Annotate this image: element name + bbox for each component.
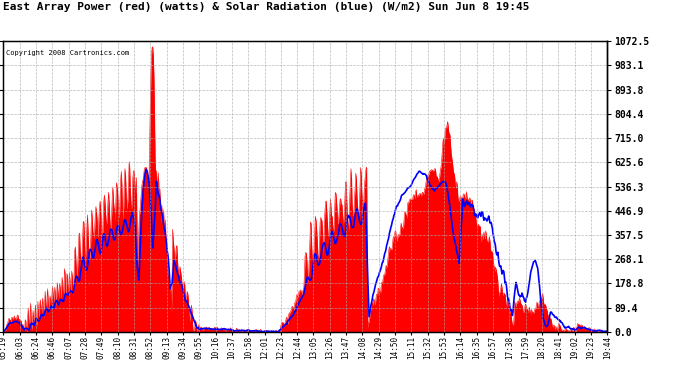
Text: Copyright 2008 Cartronics.com: Copyright 2008 Cartronics.com [6, 50, 130, 56]
Text: East Array Power (red) (watts) & Solar Radiation (blue) (W/m2) Sun Jun 8 19:45: East Array Power (red) (watts) & Solar R… [3, 2, 530, 12]
